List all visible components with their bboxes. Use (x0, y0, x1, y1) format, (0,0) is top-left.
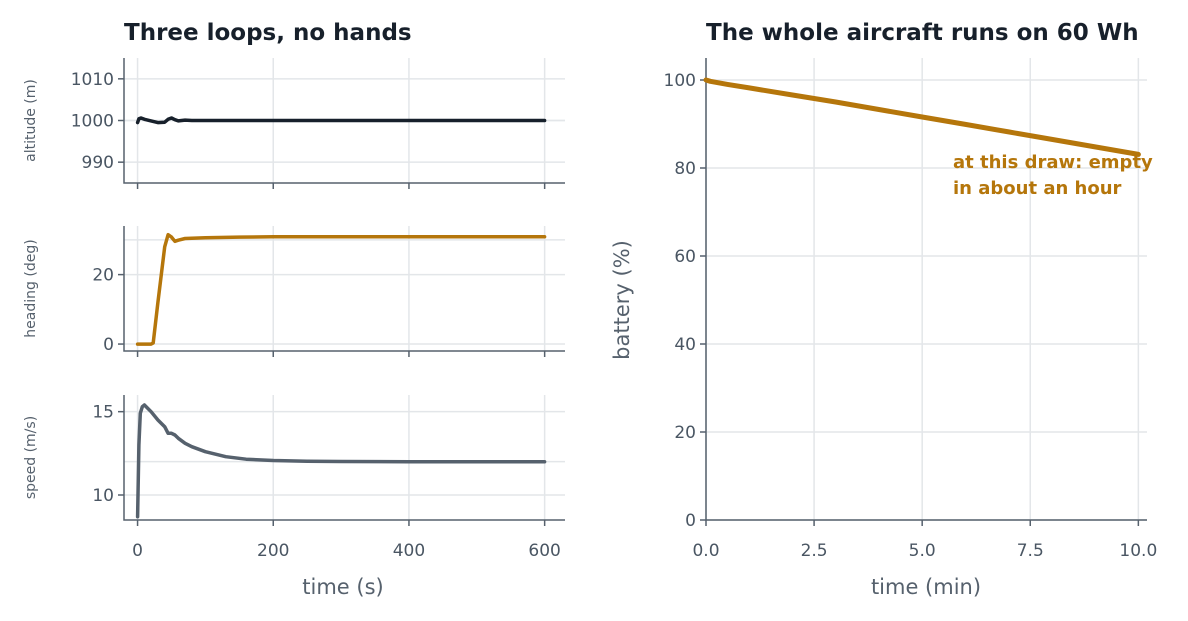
panel-0: 990 1000 1010 altitude (m) (23, 58, 565, 189)
x-tick-label-0: 0 (132, 541, 143, 561)
battery-ytick-label-3: 60 (674, 247, 696, 267)
battery-xtick-label-3: 7.5 (1017, 541, 1044, 561)
x-tick-label-1: 200 (257, 541, 289, 561)
battery-ytick-label-1: 20 (674, 423, 696, 443)
battery-ytick-label-2: 40 (674, 335, 696, 355)
panel-0-ytick-label-2: 1010 (71, 70, 114, 90)
battery-axes (705, 58, 1147, 521)
left-x-axis-label: time (s) (302, 575, 383, 599)
right-chart-title: The whole aircraft runs on 60 Wh (706, 20, 1139, 46)
right-plot: 0 20 40 60 80 100 0.0 2.5 5.0 7.5 10.0 (664, 58, 1157, 561)
x-tick-label-2: 400 (393, 541, 425, 561)
panel-1-series-line (135, 232, 547, 346)
left-chart-title: Three loops, no hands (124, 20, 412, 46)
right-x-axis-label: time (min) (871, 575, 981, 599)
panel-0-axes (123, 58, 565, 184)
battery-series-line (703, 77, 1141, 157)
right-y-axis-label: battery (%) (610, 240, 634, 360)
panel-1-axes (123, 226, 565, 352)
panel-0-ytick-label-0: 990 (82, 153, 114, 173)
panel-2-y-axis-label: speed (m/s) (23, 416, 39, 499)
panel-0-ytick-label-1: 1000 (71, 112, 114, 132)
panel-2-axes (123, 395, 565, 521)
panel-1: 0 20 heading (deg) (23, 226, 565, 357)
panel-2: 10 15 0 200 400 600 speed (m/s) (23, 395, 565, 561)
battery-xtick-label-4: 10.0 (1119, 541, 1157, 561)
panel-0-y-axis-label: altitude (m) (23, 79, 39, 162)
annotation-line-1: at this draw: empty (953, 152, 1153, 173)
panel-0-series-line (135, 116, 547, 125)
panel-2-ytick-label-1: 15 (92, 403, 114, 423)
battery-xtick-label-0: 0.0 (692, 541, 719, 561)
panel-1-y-axis-label: heading (deg) (23, 239, 39, 337)
battery-ytick-label-4: 80 (674, 159, 696, 179)
panel-1-ytick-label-0: 0 (103, 335, 114, 355)
annotation-line-2: in about an hour (953, 178, 1122, 199)
panel-2-series-line (135, 403, 547, 519)
battery-ytick-label-0: 0 (685, 511, 696, 531)
battery-xtick-label-1: 2.5 (801, 541, 828, 561)
left-panels: 990 1000 1010 altitude (m) 0 20 heading (deg) 1… (23, 58, 565, 561)
panel-2-ytick-label-0: 10 (92, 486, 114, 506)
battery-ytick-label-5: 100 (664, 71, 696, 91)
panel-1-ytick-label-1: 20 (92, 266, 114, 286)
x-tick-label-3: 600 (528, 541, 560, 561)
battery-xtick-label-2: 5.0 (909, 541, 936, 561)
